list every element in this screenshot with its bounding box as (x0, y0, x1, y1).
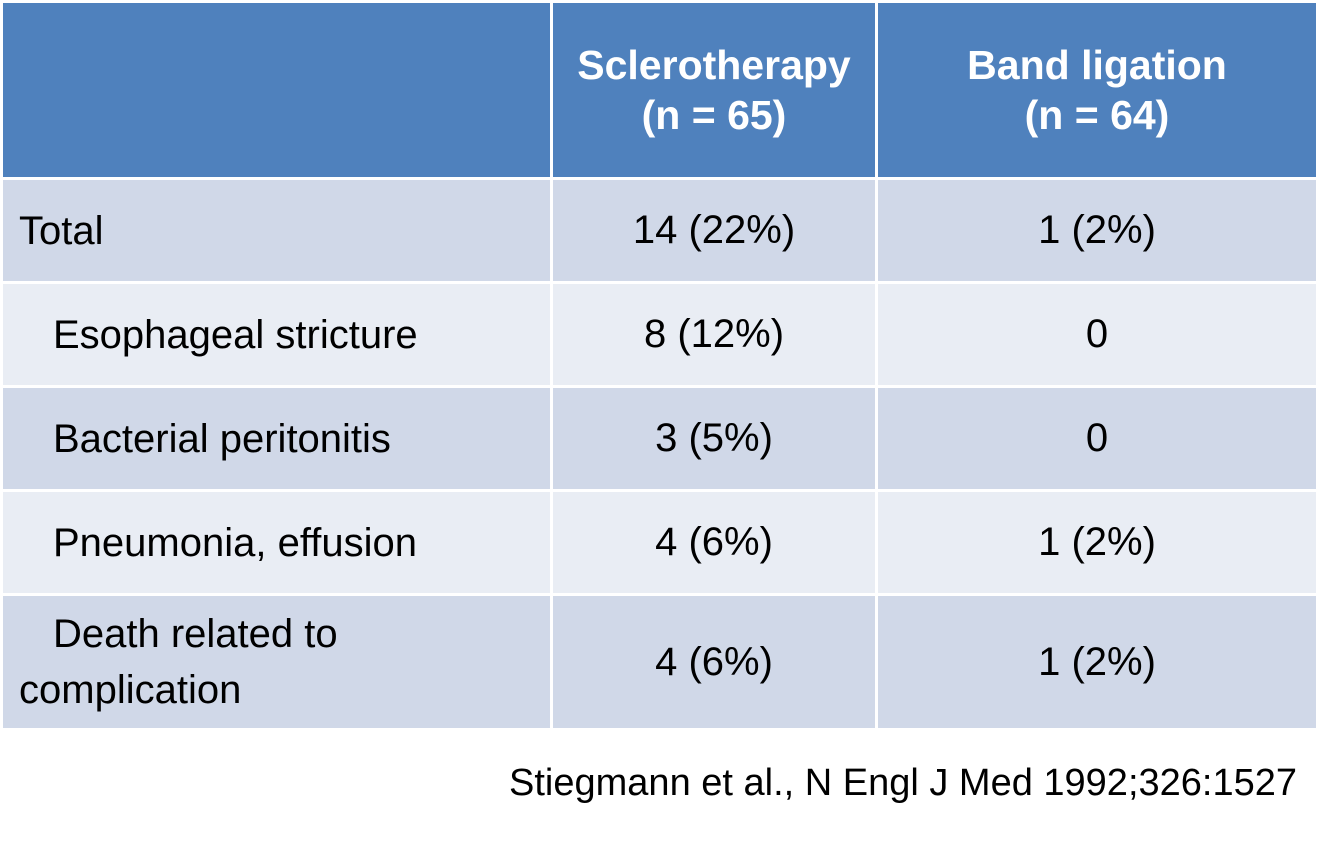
sclerotherapy-value: 14 (22%) (550, 177, 878, 284)
band-ligation-value: 1 (2%) (875, 489, 1319, 596)
header-sclerotherapy-title: Sclerotherapy (577, 42, 851, 88)
row-label-text: Pneumonia, effusion (53, 520, 417, 565)
band-ligation-value: 1 (2%) (875, 177, 1319, 284)
header-band-ligation-n: (n = 64) (1024, 92, 1170, 138)
header-band-ligation-title: Band ligation (967, 42, 1227, 88)
band-ligation-value: 1 (2%) (875, 593, 1319, 731)
table-row: Bacterial peritonitis 3 (5%) 0 (0, 385, 1319, 492)
band-ligation-value: 0 (875, 281, 1319, 388)
sclerotherapy-value: 4 (6%) (550, 593, 878, 731)
table-row: Total 14 (22%) 1 (2%) (0, 177, 1319, 284)
row-label: Bacterial peritonitis (0, 385, 553, 492)
sclerotherapy-value: 3 (5%) (550, 385, 878, 492)
row-label-text: Esophageal stricture (53, 312, 418, 357)
table-row: Esophageal stricture 8 (12%) 0 (0, 281, 1319, 388)
row-label: Esophageal stricture (0, 281, 553, 388)
table-row: Pneumonia, effusion 4 (6%) 1 (2%) (0, 489, 1319, 596)
row-label: Death related to complication (0, 593, 553, 731)
sclerotherapy-value: 4 (6%) (550, 489, 878, 596)
citation: Stiegmann et al., N Engl J Med 1992;326:… (509, 762, 1297, 804)
header-sclerotherapy: Sclerotherapy (n = 65) (550, 0, 878, 180)
complications-table: Sclerotherapy (n = 65) Band ligation (n … (0, 0, 1319, 731)
header-row: Sclerotherapy (n = 65) Band ligation (n … (0, 0, 1319, 180)
band-ligation-value: 0 (875, 385, 1319, 492)
table-row: Death related to complication 4 (6%) 1 (2… (0, 593, 1319, 731)
row-label-text: Total (19, 208, 104, 253)
row-label-text: Bacterial peritonitis (53, 416, 391, 461)
complications-table-wrap: Sclerotherapy (n = 65) Band ligation (n … (0, 0, 1319, 731)
row-label: Total (0, 177, 553, 284)
header-band-ligation: Band ligation (n = 64) (875, 0, 1319, 180)
row-label: Pneumonia, effusion (0, 489, 553, 596)
sclerotherapy-value: 8 (12%) (550, 281, 878, 388)
header-sclerotherapy-n: (n = 65) (641, 92, 787, 138)
header-empty-cell (0, 0, 553, 180)
row-label-text: Death related to (53, 612, 338, 656)
row-label-text-continued: complication (19, 668, 242, 712)
